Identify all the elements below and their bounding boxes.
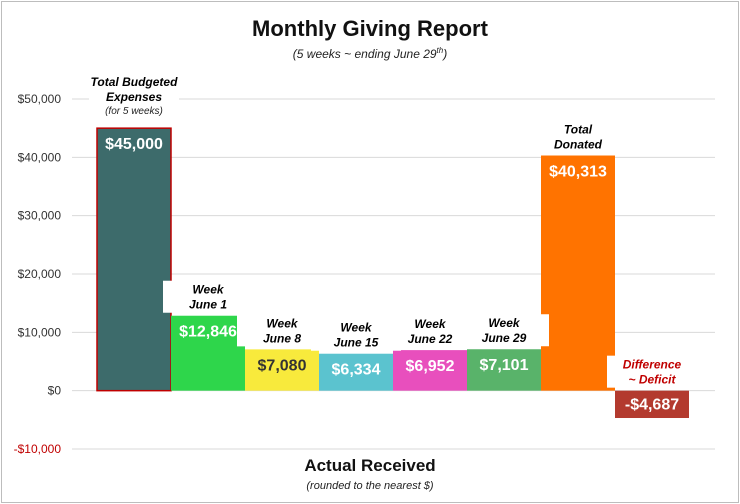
data-label: -$4,687 [625,397,679,414]
subtitle-superscript: th [436,46,444,55]
category-label: Expenses [106,90,162,104]
annotation-background [89,73,179,118]
annotation-background [607,355,697,388]
x-axis-note: (rounded to the nearest $) [306,480,434,492]
data-label: $7,101 [480,357,529,374]
category-label: Donated [554,138,603,152]
y-tick-label: -$10,000 [14,442,62,456]
category-label: Week [192,283,224,297]
y-tick-label: $50,000 [18,92,62,106]
subtitle-end: ) [443,47,448,61]
y-tick-label: $10,000 [18,325,62,339]
data-label: $6,334 [332,362,381,379]
bars [96,127,689,419]
category-label: Week [340,321,372,335]
annotation-background [459,314,549,347]
bar [541,155,615,391]
category-label: Week [266,316,298,330]
bar [319,353,393,391]
category-label: Total [564,123,593,137]
data-label: $45,000 [105,136,163,153]
category-label: Week [488,316,520,330]
x-axis-label: Actual Received [304,456,436,475]
bar [171,315,245,391]
y-tick-label: $30,000 [18,209,62,223]
bar [393,350,467,391]
category-label: June 15 [334,336,379,350]
bar [615,390,689,419]
category-label: June 1 [189,298,227,312]
chart-subtitle: (5 weeks ~ ending June 29th) [0,46,740,61]
data-label: $12,846 [179,324,237,341]
annotation-background [163,280,253,313]
category-label: June 22 [408,332,453,346]
bar [245,349,319,391]
bar [467,349,541,391]
data-label: $6,952 [406,358,455,375]
y-axis-labels: $50,000 $40,000 $30,000 $20,000 $10,000 $0 -$1… [14,92,62,456]
bar [96,127,172,392]
y-tick-label: $20,000 [18,267,62,281]
subtitle-text: (5 weeks ~ ending June 29 [292,47,437,61]
category-label: ~ Deficit [628,373,676,387]
category-label: Difference [623,358,682,372]
annotation-background [533,120,623,153]
category-label: June 8 [263,331,301,345]
chart-title: Monthly Giving Report [252,16,488,41]
y-tick-label: $0 [48,384,62,398]
category-note: (for 5 weeks) [105,106,163,117]
data-label: $7,080 [258,357,307,374]
category-label: Week [414,317,446,331]
category-label: June 29 [482,331,527,345]
category-label: Total Budgeted [91,75,179,89]
y-tick-label: $40,000 [18,150,62,164]
data-label: $40,313 [549,164,607,181]
